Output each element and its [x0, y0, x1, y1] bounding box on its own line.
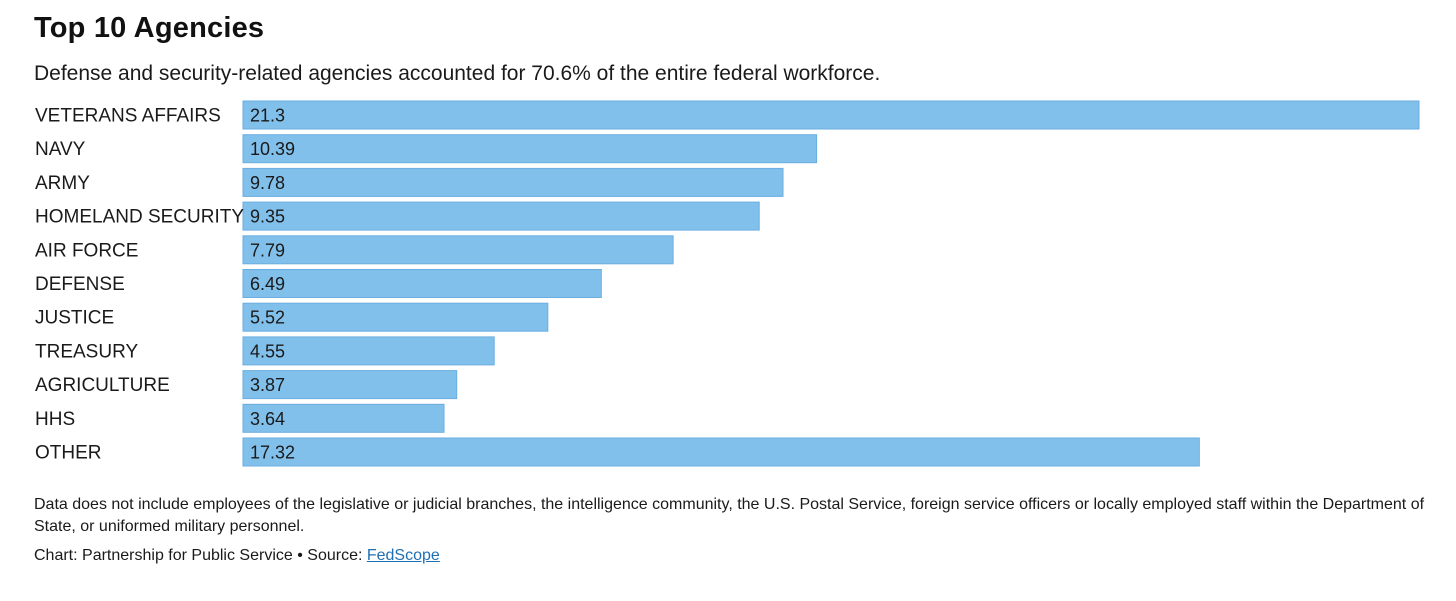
bar-navy [242, 134, 818, 164]
value-label: 6.49 [250, 274, 285, 294]
chart-footnote: Data does not include employees of the l… [34, 496, 1425, 535]
value-label: 17.32 [250, 443, 295, 463]
category-label: OTHER [35, 443, 102, 464]
credit-text: Chart: Partnership for Public Service • … [34, 547, 367, 564]
value-label: 4.55 [250, 341, 285, 361]
category-label: AIR FORCE [35, 240, 138, 261]
bar-hhs [242, 403, 445, 433]
bar-justice [242, 302, 549, 332]
category-label: TREASURY [35, 341, 138, 362]
category-label: JUSTICE [35, 308, 114, 329]
chart-title: Top 10 Agencies [34, 12, 265, 44]
bar-homeland-security [242, 201, 760, 231]
fedscope-link[interactable]: FedScope [366, 547, 440, 564]
category-label: AGRICULTURE [35, 375, 170, 396]
value-label: 3.87 [250, 375, 285, 395]
bar-agriculture [242, 370, 458, 400]
category-label: ARMY [35, 173, 90, 194]
chart-credit: Chart: Partnership for Public Service • … [34, 545, 440, 567]
value-label: 21.3 [250, 106, 285, 126]
value-label: 9.35 [250, 207, 285, 227]
bar-army [242, 167, 784, 197]
value-label: 9.78 [250, 173, 285, 193]
category-label: HHS [35, 409, 75, 430]
value-label: 7.79 [250, 240, 285, 260]
bar-defense [242, 269, 602, 298]
value-label: 5.52 [250, 308, 285, 328]
category-label: NAVY [35, 139, 86, 160]
bar-air-force [242, 235, 674, 265]
category-label: DEFENSE [35, 274, 125, 295]
bar-other [242, 437, 1200, 467]
chart-subtitle: Defense and security-related agencies ac… [34, 62, 881, 85]
bar-veterans-affairs [242, 100, 1420, 130]
value-label: 3.64 [250, 409, 285, 429]
value-label: 10.39 [250, 139, 295, 159]
bar-treasury [242, 336, 495, 366]
category-label: VETERANS AFFAIRS [35, 106, 221, 127]
bar-chart: VETERANS AFFAIRS 21.3 NAVY 10.39 ARMY 9.78 HOM… [35, 100, 1420, 467]
category-label: HOMELAND SECURITY [35, 207, 244, 228]
